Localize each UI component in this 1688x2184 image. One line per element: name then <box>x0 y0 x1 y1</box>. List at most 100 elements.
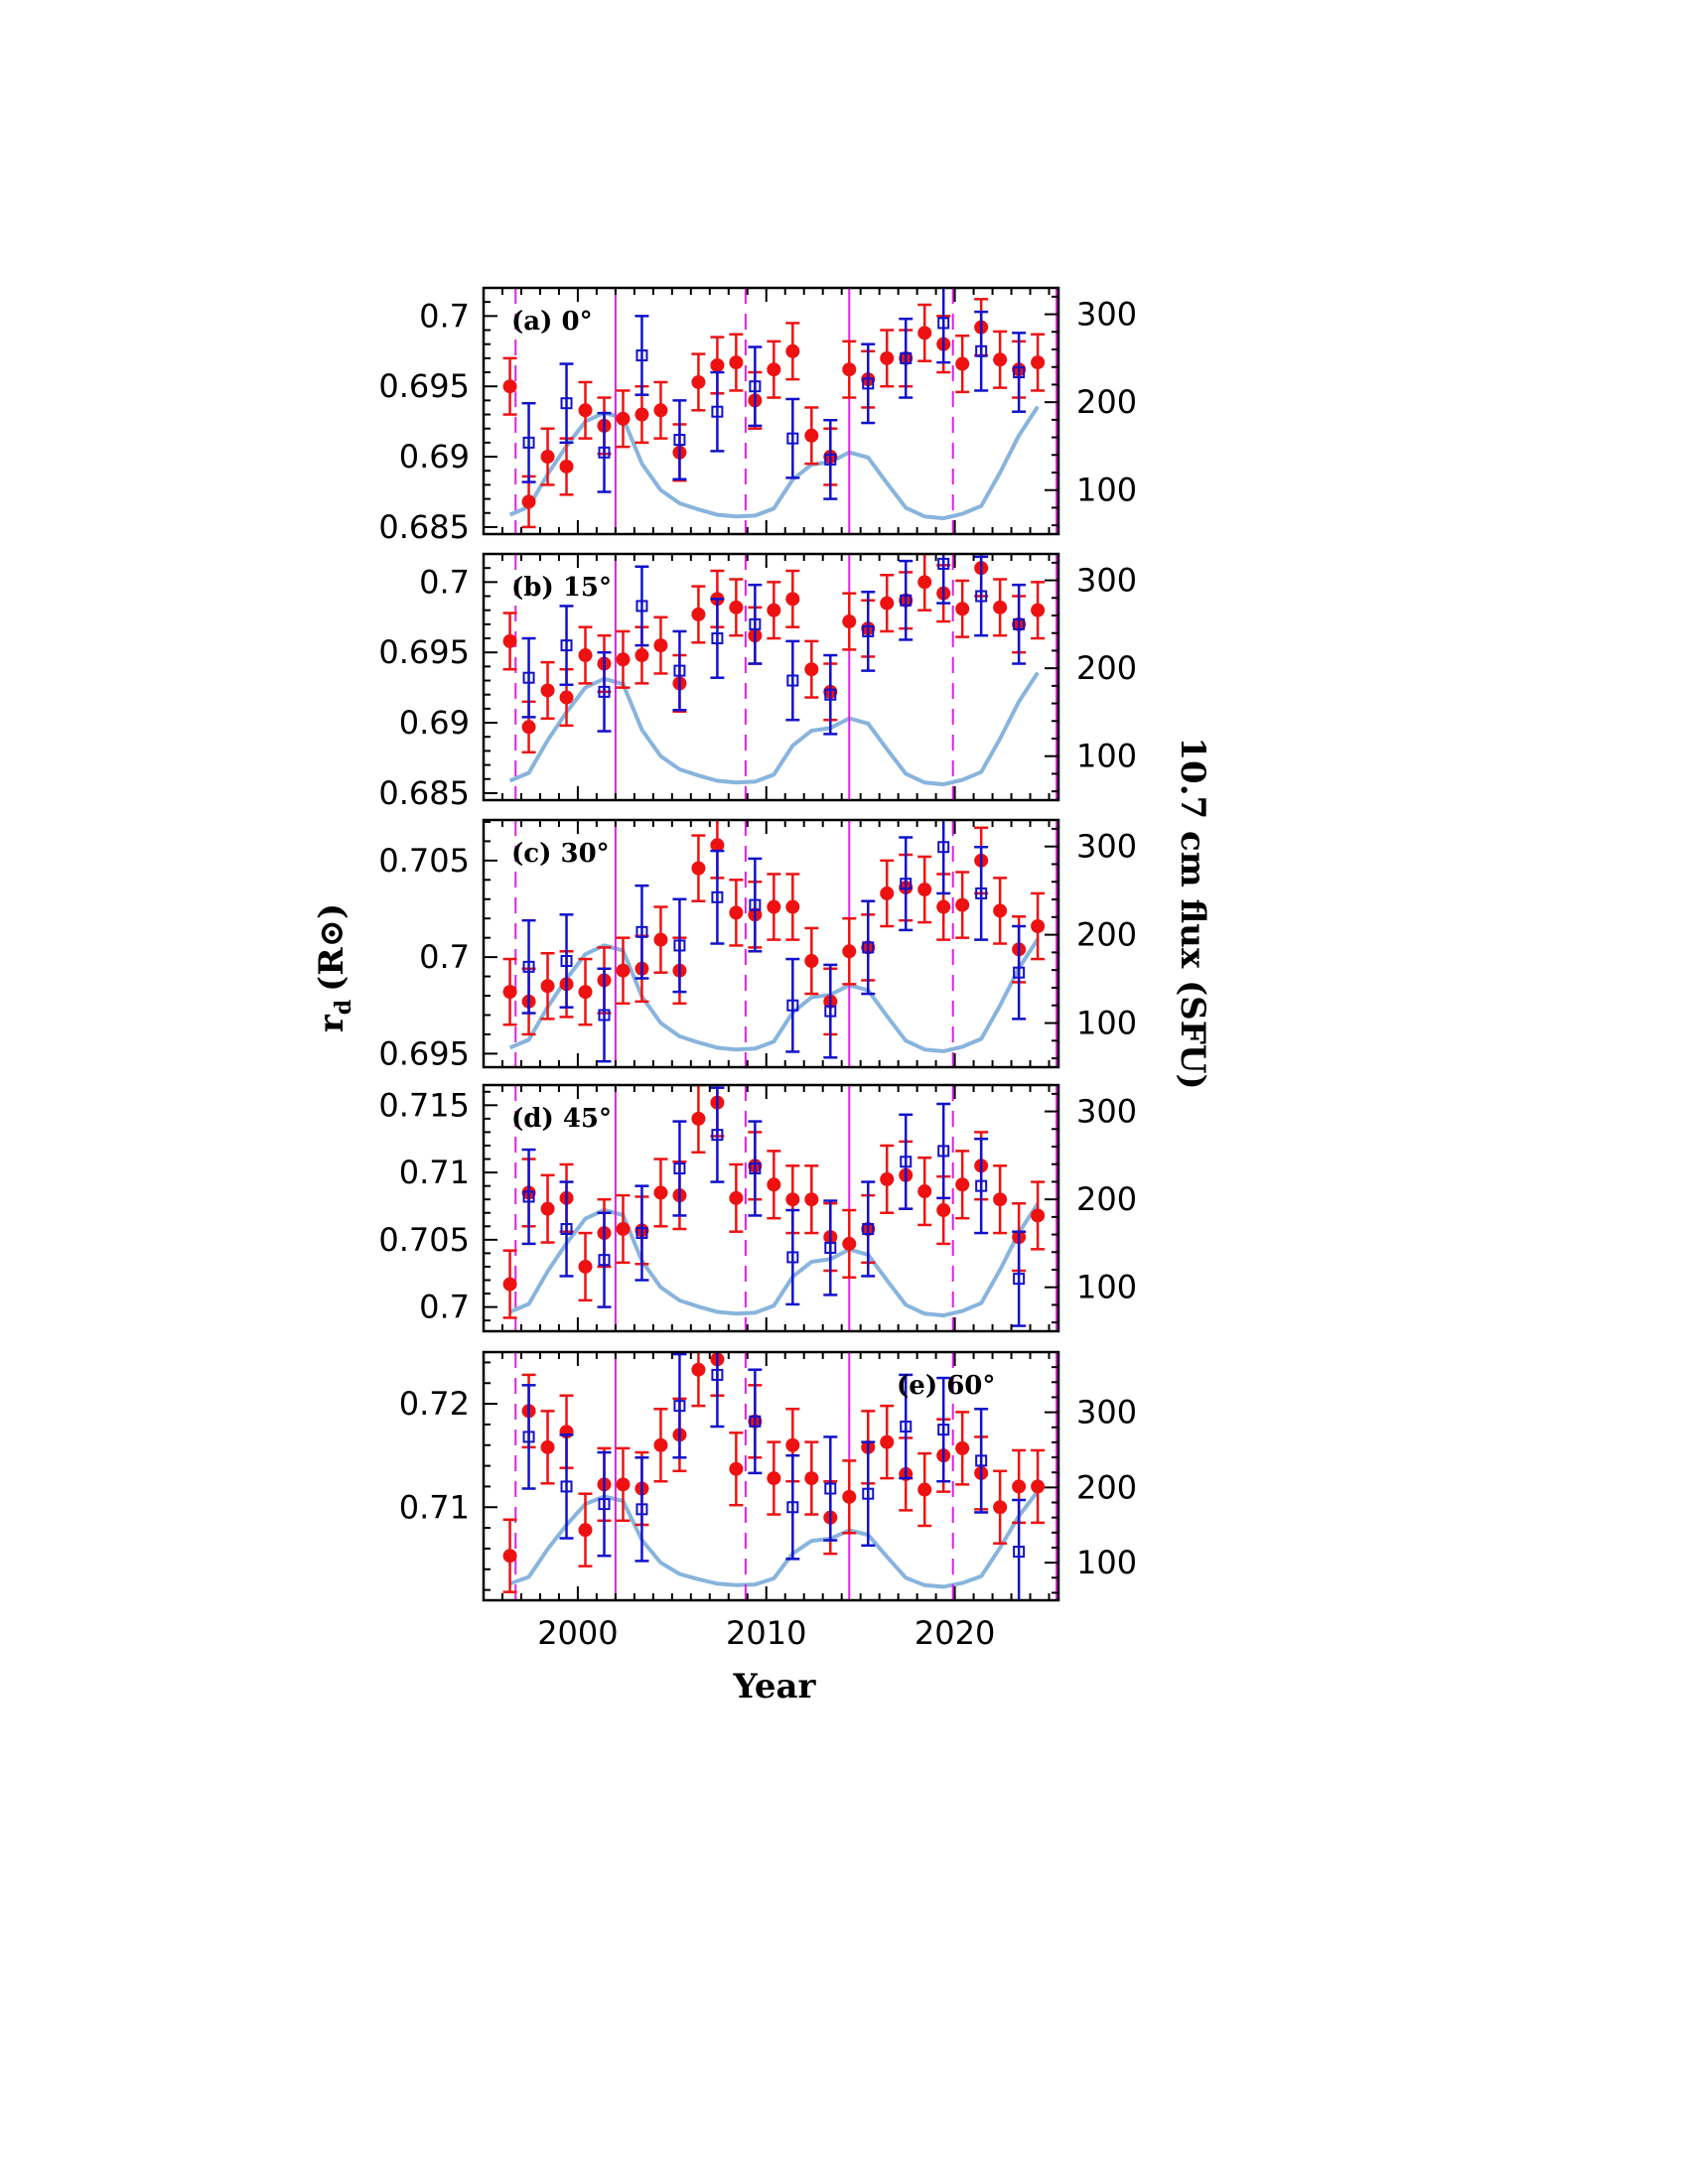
y-tick-label-right: 200 <box>1076 916 1137 954</box>
data-point-circle <box>955 1177 970 1192</box>
data-point-circle <box>936 1203 951 1218</box>
data-point-square <box>598 685 611 698</box>
data-point-circle <box>880 596 895 611</box>
data-point-square <box>900 1421 913 1433</box>
data-point-square <box>937 317 950 330</box>
y-tick-label-right: 100 <box>1076 1544 1137 1581</box>
data-point-circle <box>634 407 649 422</box>
data-point-square <box>862 377 875 390</box>
data-point-circle <box>559 459 574 474</box>
data-point-square <box>786 674 799 687</box>
panel-frame <box>482 1350 1060 1602</box>
data-point-circle <box>785 1192 800 1207</box>
data-point-circle <box>767 1471 781 1486</box>
data-point-square <box>749 1415 762 1428</box>
panel-label: (c) 30° <box>511 839 610 869</box>
flux-curve <box>508 1202 1040 1318</box>
data-point-circle <box>502 633 517 648</box>
panel-a: 0.685 0.69 0.695 0.7 100 200 300 (a) 0° <box>378 286 1137 546</box>
data-point-square <box>862 941 875 954</box>
y-tick-label-right: 300 <box>1076 1093 1137 1131</box>
data-point-square <box>824 1005 837 1018</box>
panel-label: (b) 15° <box>511 573 612 603</box>
panel-label: (d) 45° <box>511 1104 612 1134</box>
data-point-circle <box>653 403 668 418</box>
data-point-square <box>937 557 950 570</box>
y-tick-label-right: 300 <box>1076 1394 1137 1432</box>
data-point-circle <box>502 379 517 394</box>
y-tick-label-left: 0.685 <box>378 508 470 546</box>
data-point-circle <box>842 944 857 959</box>
data-point-square <box>560 1480 573 1493</box>
data-point-circle <box>616 411 631 426</box>
y-tick-label-left: 0.7 <box>419 1289 470 1326</box>
data-point-circle <box>767 1177 781 1192</box>
left-axis-title-subscript: d <box>331 1000 356 1015</box>
data-point-circle <box>917 575 932 590</box>
data-point-square <box>560 955 573 968</box>
panel-plot-area <box>502 1085 1058 1331</box>
data-point-square <box>937 841 950 854</box>
data-point-square <box>975 590 988 603</box>
data-point-circle <box>804 662 819 677</box>
data-point-square <box>635 1227 648 1240</box>
data-point-circle <box>540 1439 555 1454</box>
data-point-circle <box>880 350 895 365</box>
data-point-square <box>1013 1546 1026 1559</box>
data-point-circle <box>955 897 970 912</box>
data-point-square <box>1013 1273 1026 1286</box>
data-point-square <box>711 1368 724 1381</box>
data-point-circle <box>540 450 555 465</box>
data-point-square <box>824 1482 837 1495</box>
data-point-square <box>900 351 913 364</box>
data-point-square <box>635 349 648 362</box>
data-point-square <box>711 890 724 903</box>
y-tick-label-left: 0.71 <box>399 1488 470 1526</box>
panel-label: (e) 60° <box>897 1371 995 1401</box>
data-point-square <box>522 960 535 973</box>
data-point-square <box>560 639 573 652</box>
data-point-circle <box>616 963 631 978</box>
y-tick-label-right: 200 <box>1076 1468 1137 1506</box>
data-point-circle <box>653 1185 668 1200</box>
data-point-circle <box>785 343 800 358</box>
left-axis-title-unit: (R <box>312 947 352 992</box>
x-tick-label: 2000 <box>537 1614 618 1652</box>
data-point-circle <box>653 932 668 947</box>
y-tick-label-right: 100 <box>1076 738 1137 775</box>
data-point-circle <box>993 1192 1008 1207</box>
data-point-circle <box>691 607 706 621</box>
data-point-square <box>560 397 573 410</box>
data-point-circle <box>842 614 857 629</box>
data-point-circle <box>521 720 536 735</box>
y-tick-label-left: 0.695 <box>378 1034 470 1072</box>
data-point-circle <box>559 690 574 705</box>
data-point-square <box>598 1498 611 1511</box>
y-tick-label-right: 300 <box>1076 296 1137 334</box>
data-point-square <box>711 1129 724 1142</box>
data-point-square <box>824 453 837 466</box>
y-tick-label-left: 0.715 <box>378 1086 470 1124</box>
flux-curve <box>508 671 1040 787</box>
y-tick-label-left: 0.7 <box>419 938 470 976</box>
data-point-circle <box>804 954 819 969</box>
data-point-square <box>900 1156 913 1168</box>
flux-curve <box>508 1489 1040 1589</box>
data-point-square <box>786 999 799 1012</box>
data-point-circle <box>1031 1479 1046 1494</box>
y-tick-label-left: 0.72 <box>399 1385 470 1423</box>
data-point-square <box>749 617 762 630</box>
data-point-circle <box>691 1362 706 1377</box>
data-point-circle <box>540 1201 555 1216</box>
data-point-square <box>598 1009 611 1022</box>
data-point-square <box>711 405 724 418</box>
data-point-circle <box>785 1437 800 1452</box>
data-point-circle <box>917 883 932 897</box>
data-point-circle <box>993 600 1008 614</box>
data-point-square <box>635 925 648 938</box>
left-axis-title-symbol: r <box>312 1014 352 1032</box>
data-point-square <box>824 688 837 701</box>
left-axis-title: rd (R⊙) <box>312 903 356 1032</box>
data-point-circle <box>767 362 781 377</box>
y-tick-label-left: 0.69 <box>399 438 470 476</box>
